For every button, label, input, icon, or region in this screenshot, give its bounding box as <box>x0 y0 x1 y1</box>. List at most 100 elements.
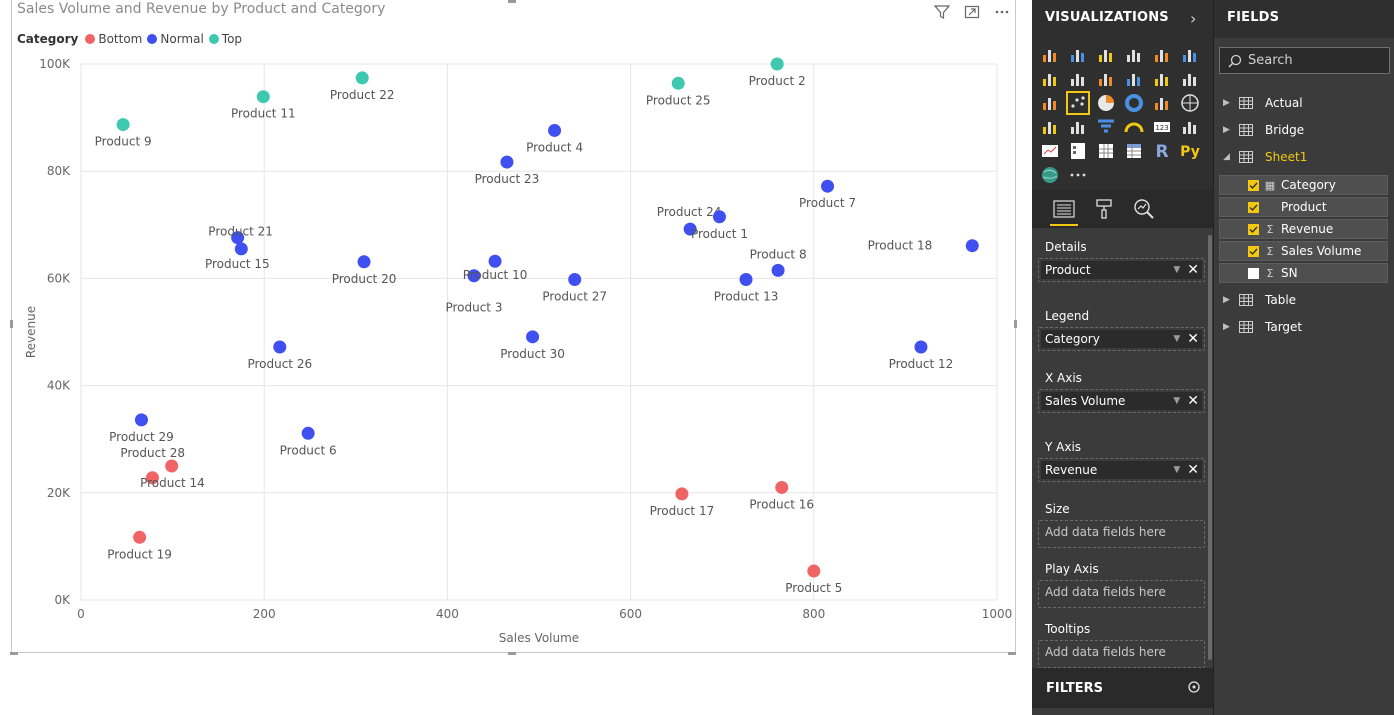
well-x-axis[interactable]: Sales Volume ▼ ✕ <box>1038 389 1205 413</box>
data-point[interactable] <box>134 413 148 427</box>
data-point[interactable] <box>500 155 514 169</box>
table-target[interactable]: ▶ Target <box>1214 316 1394 338</box>
data-point[interactable] <box>914 340 928 354</box>
line-clustered-icon[interactable] <box>1151 68 1173 90</box>
data-point[interactable] <box>775 480 789 494</box>
shape-map-icon[interactable] <box>1067 116 1089 138</box>
field-checkbox[interactable] <box>1248 179 1259 191</box>
close-icon[interactable]: ✕ <box>1187 331 1199 347</box>
format-paint-roller-icon[interactable] <box>1084 190 1124 228</box>
fields-wells-tab[interactable] <box>1044 190 1084 228</box>
matrix-icon[interactable] <box>1123 140 1145 162</box>
close-icon[interactable]: ✕ <box>1187 462 1199 478</box>
well-play-axis[interactable]: Add data fields here <box>1038 580 1205 608</box>
data-point[interactable] <box>165 459 179 473</box>
data-point[interactable] <box>273 340 287 354</box>
data-point[interactable] <box>256 90 270 104</box>
filter-icon[interactable] <box>934 4 950 20</box>
100-bar-icon[interactable] <box>1151 44 1173 66</box>
field-sales-volume[interactable]: Σ Sales Volume <box>1219 241 1388 261</box>
close-icon[interactable]: ✕ <box>1187 393 1199 409</box>
resize-handle-bottom[interactable] <box>508 652 516 655</box>
table-bridge[interactable]: ▶ Bridge <box>1214 119 1394 141</box>
data-point[interactable] <box>712 210 726 224</box>
data-point[interactable] <box>133 530 147 544</box>
filled-map-icon[interactable] <box>1039 116 1061 138</box>
arcgis-map-icon[interactable] <box>1039 164 1061 186</box>
gauge-icon[interactable] <box>1123 116 1145 138</box>
data-point[interactable] <box>683 222 697 236</box>
waterfall-icon[interactable] <box>1039 92 1061 114</box>
data-point[interactable] <box>467 269 481 283</box>
data-point[interactable] <box>568 272 582 286</box>
map-icon[interactable] <box>1179 92 1201 114</box>
data-point[interactable] <box>771 263 785 277</box>
field-revenue[interactable]: Σ Revenue <box>1219 219 1388 239</box>
chevron-down-icon[interactable]: ▼ <box>1173 396 1181 406</box>
well-tooltips[interactable]: Add data fields here <box>1038 640 1205 668</box>
donut-chart-icon[interactable] <box>1123 92 1145 114</box>
filters-toggle-icon[interactable] <box>1187 679 1201 698</box>
more-options-icon[interactable] <box>994 4 1010 20</box>
expanded-arrow-icon[interactable]: ◢ <box>1223 152 1230 162</box>
well-size[interactable]: Add data fields here <box>1038 520 1205 548</box>
ribbon-chart-icon[interactable] <box>1179 68 1201 90</box>
report-canvas[interactable]: Sales Volume and Revenue by Product and … <box>0 0 1032 715</box>
resize-handle-bottom-right[interactable] <box>1008 652 1016 655</box>
multirow-card-icon[interactable] <box>1179 116 1201 138</box>
resize-handle-bottom-left[interactable] <box>10 652 18 655</box>
close-icon[interactable]: ✕ <box>1187 262 1199 278</box>
kpi-icon[interactable] <box>1039 140 1061 162</box>
well-details[interactable]: Product ▼ ✕ <box>1038 258 1205 282</box>
stacked-column-icon[interactable] <box>1067 44 1089 66</box>
chevron-down-icon[interactable]: ▼ <box>1173 465 1181 475</box>
funnel-icon[interactable] <box>1095 116 1117 138</box>
field-category[interactable]: ▦ Category <box>1219 175 1388 195</box>
legend-item-normal[interactable]: Normal <box>147 32 204 46</box>
well-field-pill[interactable]: Product ▼ ✕ <box>1041 261 1202 279</box>
well-field-pill[interactable]: Category ▼ ✕ <box>1041 330 1202 348</box>
legend-item-bottom[interactable]: Bottom <box>85 32 142 46</box>
search-input[interactable] <box>1248 53 1378 68</box>
scatter-chart-icon[interactable] <box>1066 91 1090 115</box>
line-chart-icon[interactable] <box>1039 68 1061 90</box>
data-point[interactable] <box>355 71 369 85</box>
clustered-bar-icon[interactable] <box>1095 44 1117 66</box>
data-point[interactable] <box>548 123 562 137</box>
100-column-icon[interactable] <box>1179 44 1201 66</box>
collapsed-arrow-icon[interactable]: ▶ <box>1223 98 1230 108</box>
chevron-down-icon[interactable]: ▼ <box>1173 334 1181 344</box>
data-point[interactable] <box>145 471 159 485</box>
data-point[interactable] <box>671 76 685 90</box>
pie-chart-icon[interactable] <box>1095 92 1117 114</box>
focus-mode-icon[interactable] <box>964 4 980 20</box>
data-point[interactable] <box>675 487 689 501</box>
field-product[interactable]: Product <box>1219 197 1388 217</box>
data-point[interactable] <box>488 254 502 268</box>
well-field-pill[interactable]: Sales Volume ▼ ✕ <box>1041 392 1202 410</box>
field-checkbox[interactable] <box>1248 245 1259 257</box>
stacked-bar-icon[interactable] <box>1039 44 1061 66</box>
line-column-icon[interactable] <box>1123 68 1145 90</box>
table-actual[interactable]: ▶ Actual <box>1214 92 1394 114</box>
area-chart-icon[interactable] <box>1067 68 1089 90</box>
table-table[interactable]: ▶ Table <box>1214 289 1394 311</box>
chevron-down-icon[interactable]: ▼ <box>1173 265 1181 275</box>
data-point[interactable] <box>357 255 371 269</box>
field-checkbox[interactable] <box>1248 223 1259 235</box>
data-point[interactable] <box>770 57 784 71</box>
python-visual-icon[interactable]: Py <box>1179 140 1201 162</box>
visualizations-scrollbar[interactable] <box>1208 235 1212 660</box>
clustered-column-icon[interactable] <box>1123 44 1145 66</box>
field-sn[interactable]: Σ SN <box>1219 263 1388 283</box>
collapsed-arrow-icon[interactable]: ▶ <box>1223 295 1230 305</box>
data-point[interactable] <box>234 242 248 256</box>
stacked-area-icon[interactable] <box>1095 68 1117 90</box>
data-point[interactable] <box>965 239 979 253</box>
field-checkbox[interactable] <box>1248 201 1259 213</box>
data-point[interactable] <box>807 564 821 578</box>
data-point[interactable] <box>231 231 245 245</box>
table-sheet1[interactable]: ◢ Sheet1 <box>1214 146 1394 168</box>
legend-item-top[interactable]: Top <box>208 32 242 46</box>
collapse-chevron-icon[interactable]: › <box>1190 9 1197 28</box>
